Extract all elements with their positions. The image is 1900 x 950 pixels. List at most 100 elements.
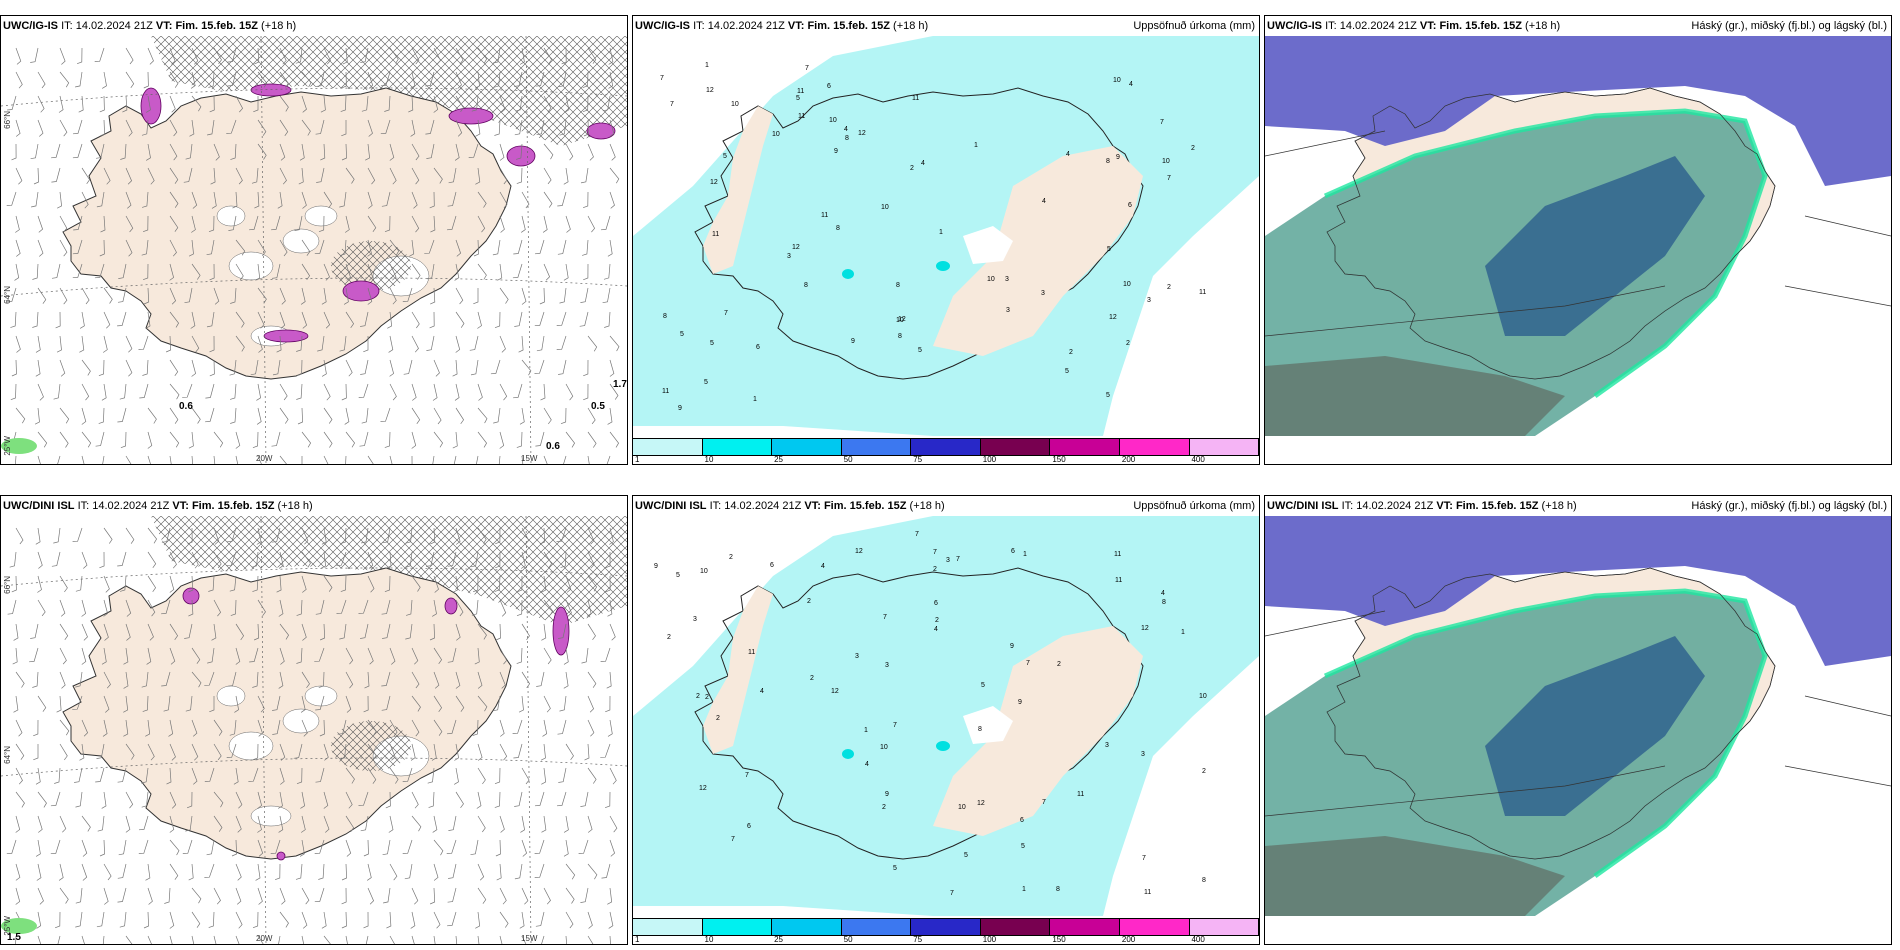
wind-barb [279,287,286,305]
wind-barb [476,455,479,464]
wind-barb [278,551,284,569]
lead-time: (+18 h) [909,500,945,512]
wind-barb [125,527,135,544]
wind-barb [185,143,193,160]
wind-barb [117,863,127,879]
dry-land-area [703,106,773,274]
wind-barb [496,863,502,881]
wind-barb [606,455,611,464]
wind-barb [230,599,237,616]
low-cloud-area [1485,156,1705,336]
precip-value-label: 1 [974,142,978,149]
wind-barb [251,167,259,184]
colorbar-swatch [1050,919,1120,935]
wind-barb [257,143,267,160]
wind-barb [139,383,149,399]
wind-barb [143,911,149,929]
precip-value-label: 3 [1006,307,1010,314]
wind-barb [411,887,419,905]
precip-value-label: 8 [804,282,808,289]
wind-barb [477,935,480,944]
colorbar-tick-label: 1 [635,935,640,944]
wind-barb [296,359,303,377]
wind-barb [411,815,422,832]
wind-barb [388,815,394,833]
wind-barb [339,335,347,352]
wind-barb [536,671,545,687]
wind-barb [147,167,155,185]
wind-barb [475,119,481,137]
wind-barb [279,167,287,185]
precip-value-label: 3 [946,557,950,564]
wind-barb [169,575,175,593]
precip-cell [936,741,950,751]
wind-barb [411,215,420,233]
wind-barb [57,935,61,944]
wind-barb [229,359,237,376]
wind-barb [103,623,109,641]
precip-value-label: 11 [821,212,828,219]
wind-barb [408,95,414,113]
wind-barb [360,47,369,63]
wind-barb [15,815,21,833]
wind-barb [587,863,598,880]
wind-barb [169,311,180,328]
precip-value-label: 2 [933,566,937,573]
wind-barb [249,215,259,231]
wind-barb [367,239,372,257]
wind-barb [253,623,260,641]
vt-label: VT: Fim. 15.feb. 15Z [787,20,890,32]
wind-barb [99,551,105,569]
wind-barb [389,719,398,737]
wind-barb [516,143,523,160]
axis-label-lon-15: 15W [521,454,538,463]
wind-barb [389,167,397,185]
wind-barb [319,623,326,641]
map-canvas [1,36,627,464]
wind-barb [609,431,620,448]
wind-barb [204,671,215,686]
wind-barb [340,95,347,112]
wind-barb [607,887,613,905]
wind-barb [169,863,179,880]
wind-barb [323,191,333,209]
colorbar-swatch [1119,439,1190,455]
precip-area-light [633,36,1259,436]
wind-barb [279,623,290,640]
wind-barb [37,287,47,304]
wind-barb [75,671,83,688]
wind-barb [557,239,567,255]
wind-barb [365,935,369,944]
wind-barb [431,743,437,761]
wind-barb [323,383,331,401]
precip-value-label: 10 [1123,281,1131,288]
wind-barb [147,431,153,449]
wind-barb [169,407,179,424]
wind-barb [426,335,435,351]
wind-barb [169,167,179,184]
wind-barb [138,815,149,831]
wind-barb [301,95,307,113]
wind-barb [411,335,419,353]
wind-barb [252,431,259,449]
precip-value-label: 5 [964,852,968,859]
wind-barb [429,623,435,641]
precip-value-label: 11 [662,388,669,395]
wind-barb [54,767,61,784]
precip-value-label: 12 [710,179,718,186]
wind-barb [208,575,215,592]
wind-barb [600,743,611,758]
wind-barb [11,359,17,377]
wind-barb [411,191,418,209]
wind-barb [582,95,589,113]
wind-barb [191,47,199,65]
wind-barb [32,311,39,328]
precip-value-label: 7 [670,101,674,108]
precip-value-label: 8 [896,282,900,289]
wind-barb [169,743,176,761]
wind-barb [587,575,598,592]
wind-barb [53,383,61,400]
wind-barb [204,863,215,878]
wind-barb [59,671,66,689]
precip-value-label: 9 [885,791,889,798]
